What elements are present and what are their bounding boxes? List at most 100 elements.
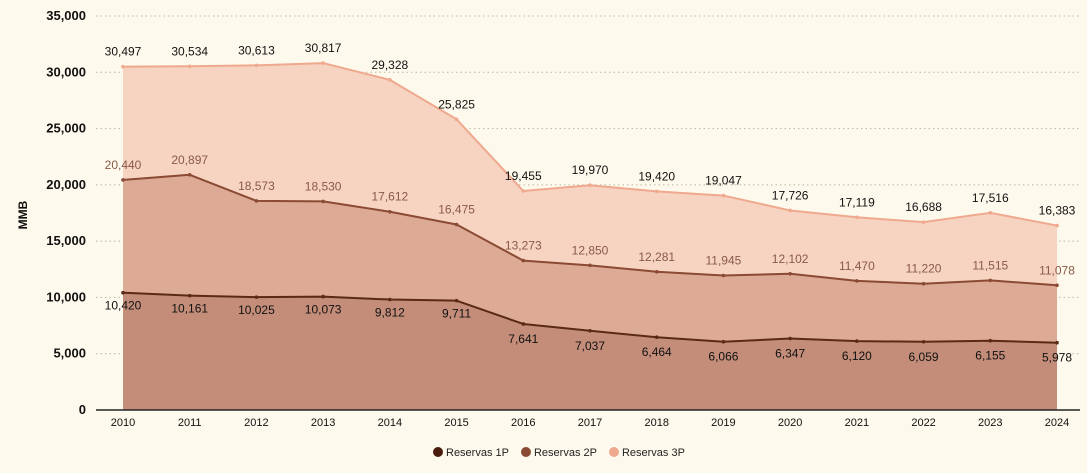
data-point bbox=[254, 199, 259, 203]
data-point bbox=[654, 189, 659, 194]
data-label: 30,534 bbox=[171, 44, 208, 58]
x-tick-label: 2022 bbox=[911, 417, 935, 429]
data-label: 19,970 bbox=[572, 163, 609, 177]
data-point bbox=[187, 293, 192, 298]
x-tick-label: 2016 bbox=[511, 417, 535, 429]
data-label: 16,383 bbox=[1039, 204, 1076, 218]
y-axis-label: MMB bbox=[16, 200, 30, 229]
x-tick-label: 2017 bbox=[578, 417, 602, 429]
data-point bbox=[1055, 340, 1059, 345]
data-label: 11,470 bbox=[839, 259, 875, 273]
x-tick-label: 2023 bbox=[978, 417, 1002, 429]
data-point bbox=[988, 338, 993, 343]
legend-marker bbox=[520, 447, 531, 457]
data-point bbox=[855, 215, 859, 220]
data-point bbox=[588, 183, 592, 187]
data-label: 17,726 bbox=[772, 188, 809, 202]
data-label: 12,281 bbox=[638, 250, 675, 264]
series-points bbox=[121, 61, 1059, 345]
x-tick-label: 2011 bbox=[178, 417, 202, 429]
legend: Reservas 1P Reservas 2P Reservas 3P bbox=[433, 447, 685, 459]
data-point bbox=[588, 328, 592, 333]
y-tick-label: 15,000 bbox=[46, 233, 86, 248]
legend-label: Reservas 1P bbox=[446, 447, 509, 459]
x-tick-label: 2015 bbox=[444, 417, 468, 429]
data-label: 19,420 bbox=[638, 169, 675, 183]
data-label: 7,641 bbox=[508, 332, 538, 346]
x-tick-label: 2010 bbox=[111, 417, 135, 429]
legend-label: Reservas 3P bbox=[622, 447, 685, 459]
x-tick-label: 2018 bbox=[644, 417, 668, 429]
x-tick-label: 2013 bbox=[311, 417, 335, 429]
x-tick-label: 2019 bbox=[711, 417, 735, 429]
data-label: 12,850 bbox=[572, 243, 609, 257]
data-label: 10,073 bbox=[305, 303, 342, 317]
data-label: 25,825 bbox=[438, 97, 475, 111]
data-point bbox=[521, 322, 526, 326]
data-label: 16,688 bbox=[905, 200, 942, 214]
data-label: 19,047 bbox=[705, 174, 742, 188]
data-point bbox=[321, 294, 325, 299]
data-point bbox=[654, 269, 659, 274]
data-point bbox=[388, 78, 392, 82]
y-tick-label: 35,000 bbox=[46, 8, 86, 23]
data-point bbox=[254, 295, 259, 299]
data-label: 13,273 bbox=[505, 239, 542, 253]
y-tick-label: 5,000 bbox=[53, 346, 86, 361]
data-point bbox=[388, 209, 392, 214]
data-label: 12,102 bbox=[772, 252, 809, 266]
data-point bbox=[521, 258, 526, 263]
data-point bbox=[588, 263, 592, 268]
data-labels: 10,420 10,161 10,025 10,073 9,812 9,711 7,641 7… bbox=[105, 41, 1076, 365]
data-label: 11,515 bbox=[972, 258, 1008, 272]
data-point bbox=[187, 172, 192, 177]
data-point bbox=[721, 273, 726, 278]
data-point bbox=[721, 339, 726, 344]
x-tick-label: 2014 bbox=[378, 417, 402, 429]
data-label: 11,078 bbox=[1039, 263, 1075, 277]
data-point bbox=[187, 64, 192, 69]
data-label: 6,155 bbox=[975, 349, 1005, 363]
data-point bbox=[788, 208, 792, 213]
data-label: 18,530 bbox=[305, 179, 342, 193]
x-axis-ticks: 2010 2011 2012 2013 2014 2015 2016 2017 2018 2019… bbox=[111, 417, 1069, 429]
y-tick-label: 25,000 bbox=[46, 121, 86, 136]
data-point bbox=[1055, 283, 1059, 288]
data-label: 17,516 bbox=[972, 191, 1009, 205]
data-label: 29,328 bbox=[372, 58, 409, 72]
data-label: 11,945 bbox=[706, 254, 742, 268]
legend-marker bbox=[433, 447, 443, 457]
data-point bbox=[1055, 223, 1059, 228]
data-point bbox=[321, 61, 325, 65]
data-label: 30,497 bbox=[105, 45, 142, 59]
y-tick-label: 0 bbox=[79, 402, 86, 417]
data-point bbox=[454, 298, 459, 303]
data-point bbox=[721, 193, 726, 198]
data-point bbox=[921, 220, 926, 224]
data-label: 20,897 bbox=[171, 153, 208, 167]
data-point bbox=[521, 189, 526, 193]
data-label: 18,573 bbox=[238, 179, 275, 193]
data-label: 5,978 bbox=[1042, 351, 1072, 365]
series-areas bbox=[123, 63, 1057, 411]
data-label: 6,464 bbox=[642, 345, 672, 359]
data-point bbox=[788, 336, 792, 341]
x-tick-label: 2021 bbox=[845, 417, 869, 429]
data-point bbox=[855, 339, 859, 343]
data-point bbox=[988, 278, 993, 283]
data-label: 30,817 bbox=[305, 41, 342, 55]
data-label: 7,037 bbox=[575, 339, 605, 353]
data-label: 10,161 bbox=[171, 302, 208, 316]
data-label: 19,455 bbox=[505, 169, 542, 183]
legend-marker bbox=[608, 447, 619, 457]
y-axis-ticks: 0 5,000 10,000 15,000 20,000 25,000 30,000 35,0… bbox=[46, 8, 86, 417]
y-tick-label: 10,000 bbox=[46, 289, 86, 304]
data-label: 6,120 bbox=[842, 349, 872, 363]
data-point bbox=[121, 290, 125, 295]
data-label: 9,812 bbox=[375, 306, 405, 320]
data-point bbox=[454, 222, 459, 227]
data-label: 17,119 bbox=[839, 195, 875, 209]
data-label: 17,612 bbox=[372, 190, 409, 204]
